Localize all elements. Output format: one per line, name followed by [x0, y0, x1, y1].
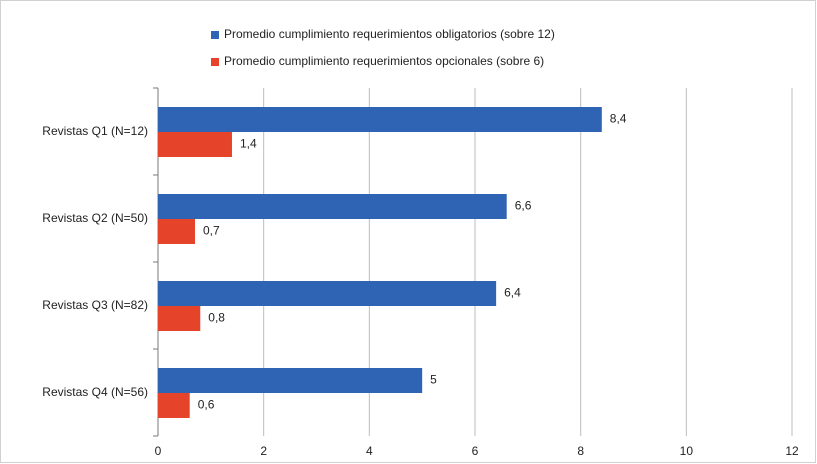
data-label: 6,6 [515, 199, 532, 213]
data-label: 5 [430, 373, 437, 387]
data-label: 0,7 [203, 224, 220, 238]
bar [158, 132, 232, 157]
y-tick-label: Revistas Q1 (N=12) [42, 124, 148, 138]
data-label: 1,4 [240, 137, 257, 151]
bar [158, 393, 190, 418]
bar [158, 107, 602, 132]
y-tick-label: Revistas Q2 (N=50) [42, 211, 148, 225]
legend-label: Promedio cumplimiento requerimientos obl… [224, 27, 555, 41]
bar [158, 219, 195, 244]
y-tick-label: Revistas Q3 (N=82) [42, 298, 148, 312]
bar [158, 281, 497, 306]
y-tick-label: Revistas Q4 (N=56) [42, 385, 148, 399]
legend-label: Promedio cumplimiento requerimientos opc… [224, 54, 544, 68]
legend-swatch [211, 31, 219, 39]
data-label: 0,8 [208, 311, 225, 325]
x-tick-label: 8 [577, 444, 584, 458]
x-tick-label: 12 [785, 444, 799, 458]
x-tick-label: 0 [155, 444, 162, 458]
data-label: 8,4 [610, 112, 627, 126]
bar [158, 306, 201, 331]
legend-swatch [211, 58, 219, 66]
x-tick-label: 10 [680, 444, 694, 458]
x-tick-label: 4 [366, 444, 373, 458]
x-tick-label: 6 [472, 444, 479, 458]
data-label: 6,4 [504, 286, 521, 300]
bar [158, 368, 423, 393]
data-label: 0,6 [198, 398, 215, 412]
bar [158, 194, 507, 219]
x-tick-label: 2 [260, 444, 267, 458]
